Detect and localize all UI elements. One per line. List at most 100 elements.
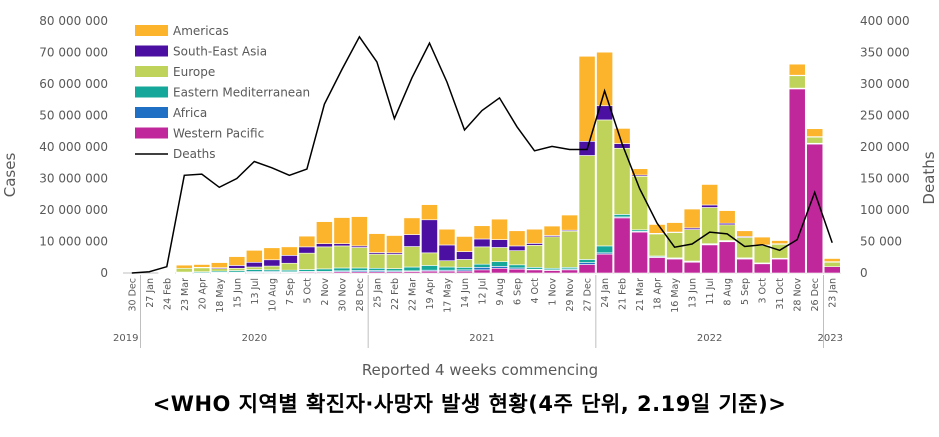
y-tick-label: 30 000 000 (39, 172, 108, 186)
covid-chart: 0 10 000 000 20 000 000 30 000 000 40 000 00… (1, 14, 938, 379)
x-tick-label: 10 Aug (267, 278, 278, 312)
bar-segment (701, 204, 719, 208)
y2-tick-label: 150 000 (860, 172, 910, 186)
bar-segment (228, 267, 246, 271)
bar-segment (473, 269, 491, 274)
bar-segment (526, 228, 543, 244)
x-tick-label: 25 Jan (372, 278, 383, 308)
bar-segment (526, 244, 543, 268)
x-tick-label: 29 Nov (565, 278, 576, 312)
bar-segment (245, 266, 263, 270)
x-tick-label: 24 Feb (162, 278, 173, 310)
year-label: 2019 (113, 333, 138, 344)
bar-segment (491, 239, 508, 248)
bar-segment (508, 264, 526, 269)
legend-label: Europe (173, 65, 215, 79)
bar-segment (823, 266, 841, 274)
x-tick-label: 18 Apr (653, 278, 664, 310)
y2-tick-label: 400 000 (860, 14, 910, 28)
x-tick-label: 28 Dec (355, 278, 366, 312)
bar-segment (473, 263, 491, 268)
bar-segment (438, 266, 456, 271)
y-axis-title: Cases (1, 153, 19, 198)
bar-segment (508, 245, 526, 251)
tick-layer: 0 10 000 000 20 000 000 30 000 000 40 000 00… (39, 14, 909, 344)
deaths-line (131, 35, 833, 274)
bar-segment (526, 269, 543, 274)
x-tick-label: 27 Dec (583, 278, 594, 312)
y2-tick-label: 350 000 (860, 46, 910, 60)
legend-label: Western Pacific (173, 127, 264, 141)
bar-segment (421, 252, 438, 266)
bar-segment (245, 250, 263, 263)
bar-segment (263, 265, 281, 271)
bar-segment (281, 255, 298, 264)
bar-segment (421, 204, 438, 221)
bars-layer (158, 51, 841, 274)
bar-segment (508, 268, 526, 274)
bar-segment (683, 261, 701, 274)
bar-segment (386, 235, 403, 254)
bar-segment (788, 63, 806, 76)
x-tick-label: 1 Nov (548, 278, 559, 306)
bar-segment (491, 261, 508, 267)
bar-segment (788, 88, 806, 274)
legend-label: Africa (173, 106, 207, 120)
y2-tick-label: 200 000 (860, 140, 910, 154)
bar-segment (823, 258, 841, 262)
bar-segment (753, 236, 771, 246)
x-tick-label: 12 Jul (478, 278, 489, 305)
y-tick-label: 0 (100, 266, 108, 280)
bar-segment (316, 268, 333, 272)
legend-swatch (135, 25, 168, 36)
x-tick-label: 5 Sep (740, 278, 751, 305)
bar-segment (718, 210, 736, 224)
bar-segment (718, 241, 736, 274)
x-tick-label: 23 Mar (180, 278, 191, 311)
bar-segment (578, 55, 596, 142)
bar-segment (543, 225, 561, 236)
bar-segment (701, 244, 719, 274)
bar-segment (596, 253, 613, 274)
bar-segment (596, 51, 613, 107)
bar-segment (753, 263, 771, 274)
legend: Americas South-East Asia Europe Eastern Med… (135, 24, 310, 161)
bar-segment (193, 264, 211, 268)
bar-segment (736, 258, 754, 274)
bar-segment (175, 264, 193, 269)
bar-segment (473, 246, 491, 265)
bar-segment (281, 262, 298, 271)
bar-segment (228, 256, 246, 266)
legend-label: Eastern Mediterranean (173, 86, 310, 100)
bar-segment (351, 267, 368, 271)
x-tick-label: 8 Aug (723, 278, 734, 306)
y2-tick-label: 0 (860, 266, 868, 280)
legend-label: South-East Asia (173, 45, 267, 59)
bar-segment (456, 259, 473, 268)
y-tick-label: 50 000 000 (39, 109, 108, 123)
bar-segment (596, 119, 613, 247)
legend-swatch (135, 45, 168, 57)
y-tick-label: 10 000 000 (39, 235, 108, 249)
y2-tick-label: 100 000 (860, 203, 910, 217)
x-tick-label: 13 Jun (688, 278, 699, 308)
bar-segment (631, 175, 648, 231)
x-tick-label: 22 Mar (407, 278, 418, 311)
bar-segment (631, 231, 648, 274)
bar-segment (438, 260, 456, 268)
y2-tick-label: 250 000 (860, 109, 910, 123)
x-tick-label: 23 Jan (828, 278, 839, 308)
bar-segment (316, 221, 333, 245)
x-tick-label: 26 Dec (810, 278, 821, 312)
bar-segment (491, 247, 508, 262)
x-tick-label: 13 Jul (250, 278, 261, 305)
x-tick-label: 16 May (670, 278, 681, 313)
bar-segment (508, 250, 526, 266)
bar-segment (333, 245, 351, 269)
bar-segment (508, 230, 526, 247)
x-tick-label: 5 Oct (302, 278, 313, 304)
bar-segment (263, 259, 281, 267)
bar-segment (806, 136, 824, 144)
bar-segment (351, 247, 368, 269)
x-tick-label: 11 Jul (705, 278, 716, 305)
